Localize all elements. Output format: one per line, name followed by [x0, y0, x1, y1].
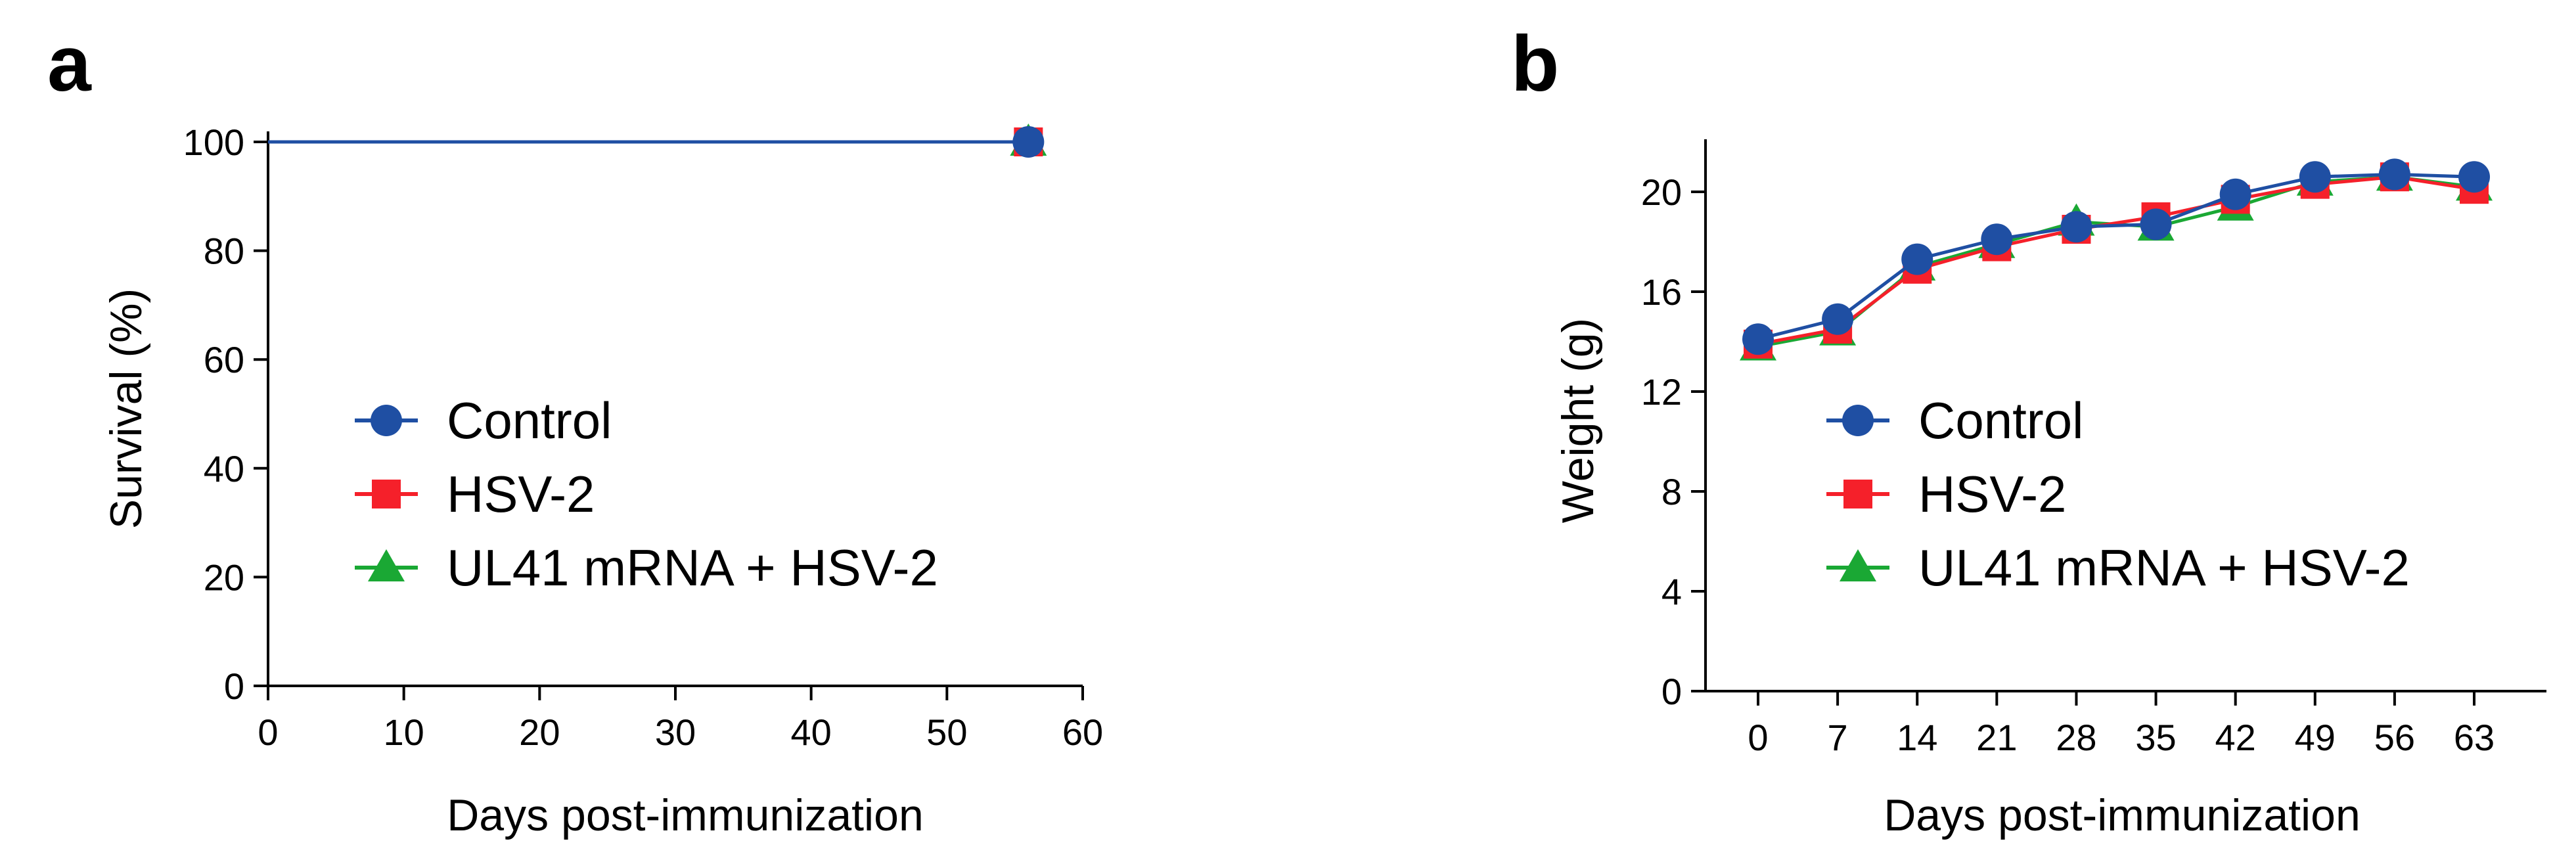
- panel-a-legend-marker-hsv-2: [372, 480, 401, 508]
- panel-a-x-tick-label: 10: [384, 711, 424, 753]
- panel-a-point-control: [1012, 126, 1045, 158]
- panel-b-x-tick-label: 56: [2374, 717, 2415, 758]
- panel-b-x-tick-label: 0: [1748, 717, 1768, 758]
- panel-a-x-tick-label: 20: [519, 711, 560, 753]
- panel-a-label: a: [47, 20, 92, 108]
- panel-b-weight-chart: b 0 4 8 12 16 20 0 7 14 21 28 35 42 49 56 63 Weight (g…: [1511, 20, 2546, 840]
- panel-b-series-line-ul41-mrna-hsv-2: [1757, 175, 2475, 349]
- panel-b-x-tick-label: 21: [1976, 717, 2017, 758]
- panel-b-point-control: [2219, 178, 2251, 210]
- panel-b-point-control: [2140, 208, 2172, 240]
- panel-b-x-tick-label: 28: [2056, 717, 2096, 758]
- panel-b-x-tick-label: 14: [1897, 717, 1937, 758]
- panel-b-x-tick-label: 7: [1828, 717, 1848, 758]
- panel-a-survival-chart: a 0 20 40 60 80 100 0 10 20 30 40 50 60 Survival (%…: [47, 20, 1103, 840]
- panel-b-legend-label-control: Control: [1918, 392, 2083, 449]
- panel-a-y-tick-label: 60: [204, 339, 244, 380]
- panel-b-series-line-control: [1757, 172, 2475, 341]
- panel-a-x-tick-label: 30: [655, 711, 696, 753]
- panel-a-legend-marker-ul41-mrna-hsv-2: [368, 549, 405, 581]
- panel-a-y-tick-label: 40: [204, 448, 244, 489]
- panel-b-point-control: [2458, 161, 2490, 193]
- panel-a-y-tick-label: 80: [204, 231, 244, 272]
- panel-b-legend: Control HSV-2 UL41 mRNA + HSV-2: [1826, 392, 2410, 597]
- panel-b-y-axis-title: Weight (g): [1553, 318, 1603, 523]
- panel-b-y-tick-label: 12: [1641, 371, 1682, 413]
- panel-b-x-tick-label: 35: [2135, 717, 2176, 758]
- panel-b-y-tick-label: 16: [1641, 271, 1682, 313]
- panel-b-series-line-hsv-2: [1757, 175, 2475, 346]
- panel-a-y-axis-title: Survival (%): [101, 288, 151, 530]
- panel-b-x-axis-title: Days post-immunization: [1884, 790, 2361, 840]
- panel-a-x-axis-title: Days post-immunization: [447, 790, 924, 840]
- panel-a-legend-label-hsv-2: HSV-2: [447, 465, 595, 523]
- panel-b-x-tick-label: 49: [2295, 717, 2336, 758]
- panel-b-point-control: [2060, 211, 2092, 243]
- panel-b-y-tick-label: 0: [1661, 671, 1682, 712]
- panel-a-x-tick-label: 0: [258, 711, 278, 753]
- panel-b-label: b: [1511, 20, 1559, 108]
- panel-a-y-tick-label: 0: [224, 666, 244, 707]
- panel-b-legend-label-hsv-2: HSV-2: [1918, 465, 2066, 523]
- panel-b-x-tick-label: 42: [2215, 717, 2256, 758]
- panel-b-legend-marker-ul41-mrna-hsv-2: [1840, 549, 1876, 581]
- panel-a-y-tick-label: 100: [183, 122, 244, 163]
- panel-b-legend-marker-control: [1842, 405, 1874, 436]
- panel-b-legend-marker-hsv-2: [1843, 480, 1872, 508]
- panel-a-legend-label-ul41-mrna-hsv-2: UL41 mRNA + HSV-2: [447, 539, 938, 597]
- panel-a-y-tick-label: 20: [204, 556, 244, 598]
- panel-a-x-tick-label: 60: [1062, 711, 1103, 753]
- panel-b-point-control: [1981, 223, 2013, 256]
- panel-b-point-control: [1901, 243, 1933, 275]
- panel-b-x-tick-label: 63: [2454, 717, 2495, 758]
- panel-b-y-tick-label: 8: [1661, 471, 1682, 512]
- panel-b-point-control: [1822, 303, 1854, 335]
- panel-a-legend-marker-control: [371, 405, 402, 436]
- panel-b-point-control: [1742, 323, 1774, 355]
- panel-b-point-control: [2299, 161, 2331, 193]
- panel-b-y-tick-label: 20: [1641, 171, 1682, 213]
- panel-b-point-control: [2378, 158, 2410, 191]
- panel-b-legend-label-ul41-mrna-hsv-2: UL41 mRNA + HSV-2: [1918, 539, 2410, 597]
- panel-a-x-tick-label: 40: [791, 711, 832, 753]
- panel-a-legend-label-control: Control: [447, 392, 612, 449]
- panel-b-y-tick-label: 4: [1661, 571, 1682, 612]
- panel-a-x-tick-label: 50: [926, 711, 967, 753]
- panel-a-legend: Control HSV-2 UL41 mRNA + HSV-2: [355, 392, 938, 597]
